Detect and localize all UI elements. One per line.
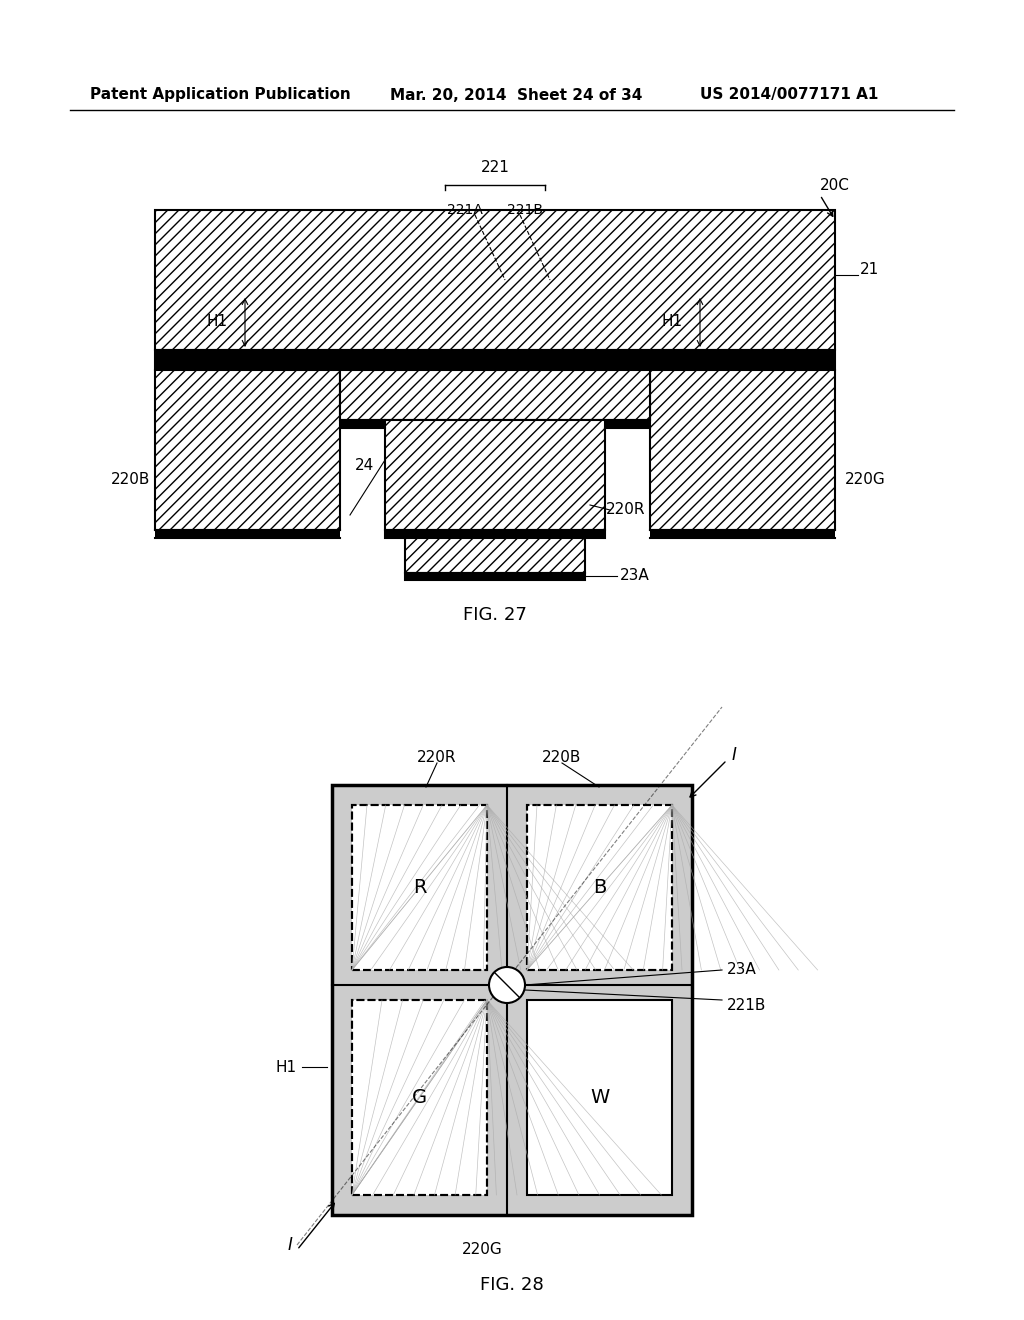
Text: H1: H1 xyxy=(207,314,228,330)
Polygon shape xyxy=(406,539,585,573)
Text: 23A: 23A xyxy=(620,569,650,583)
Text: 220R: 220R xyxy=(417,750,457,764)
Bar xyxy=(352,805,487,970)
Bar xyxy=(650,531,835,539)
Text: 23A: 23A xyxy=(727,962,757,978)
Text: 220G: 220G xyxy=(845,473,886,487)
Text: 24: 24 xyxy=(355,458,374,473)
Polygon shape xyxy=(340,370,650,420)
Polygon shape xyxy=(650,370,835,531)
Text: 21: 21 xyxy=(860,263,880,277)
Polygon shape xyxy=(406,573,585,579)
Bar xyxy=(340,420,385,428)
Bar xyxy=(605,420,650,428)
Text: I: I xyxy=(287,1236,292,1254)
Text: H1: H1 xyxy=(275,1060,297,1074)
Bar xyxy=(155,531,340,539)
Polygon shape xyxy=(155,370,340,531)
Text: FIG. 28: FIG. 28 xyxy=(480,1276,544,1294)
Text: 221A: 221A xyxy=(447,203,483,216)
Bar xyxy=(527,805,672,970)
Text: 221B: 221B xyxy=(507,203,543,216)
Bar xyxy=(332,785,692,1214)
Text: W: W xyxy=(590,1088,609,1107)
Bar xyxy=(352,1001,487,1195)
Text: Patent Application Publication: Patent Application Publication xyxy=(90,87,351,103)
Text: 220B: 220B xyxy=(543,750,582,764)
Circle shape xyxy=(489,968,525,1003)
Polygon shape xyxy=(385,531,605,539)
Text: 220G: 220G xyxy=(462,1242,503,1258)
Text: Mar. 20, 2014  Sheet 24 of 34: Mar. 20, 2014 Sheet 24 of 34 xyxy=(390,87,642,103)
Bar xyxy=(527,1001,672,1195)
Bar xyxy=(332,785,692,1214)
Polygon shape xyxy=(155,210,835,350)
Polygon shape xyxy=(385,420,605,531)
Text: US 2014/0077171 A1: US 2014/0077171 A1 xyxy=(700,87,879,103)
Bar xyxy=(352,805,487,970)
Text: 221: 221 xyxy=(480,160,509,174)
Text: 221B: 221B xyxy=(727,998,766,1012)
Text: B: B xyxy=(593,878,606,898)
Text: H1: H1 xyxy=(662,314,683,330)
Text: R: R xyxy=(413,878,426,898)
Text: 20C: 20C xyxy=(820,177,850,193)
Polygon shape xyxy=(155,350,835,370)
Bar xyxy=(352,1001,487,1195)
Bar xyxy=(527,805,672,970)
Text: 220B: 220B xyxy=(111,473,150,487)
Text: G: G xyxy=(412,1088,427,1107)
Text: FIG. 27: FIG. 27 xyxy=(463,606,527,624)
Text: 220R: 220R xyxy=(605,503,645,517)
Text: I: I xyxy=(732,746,737,764)
